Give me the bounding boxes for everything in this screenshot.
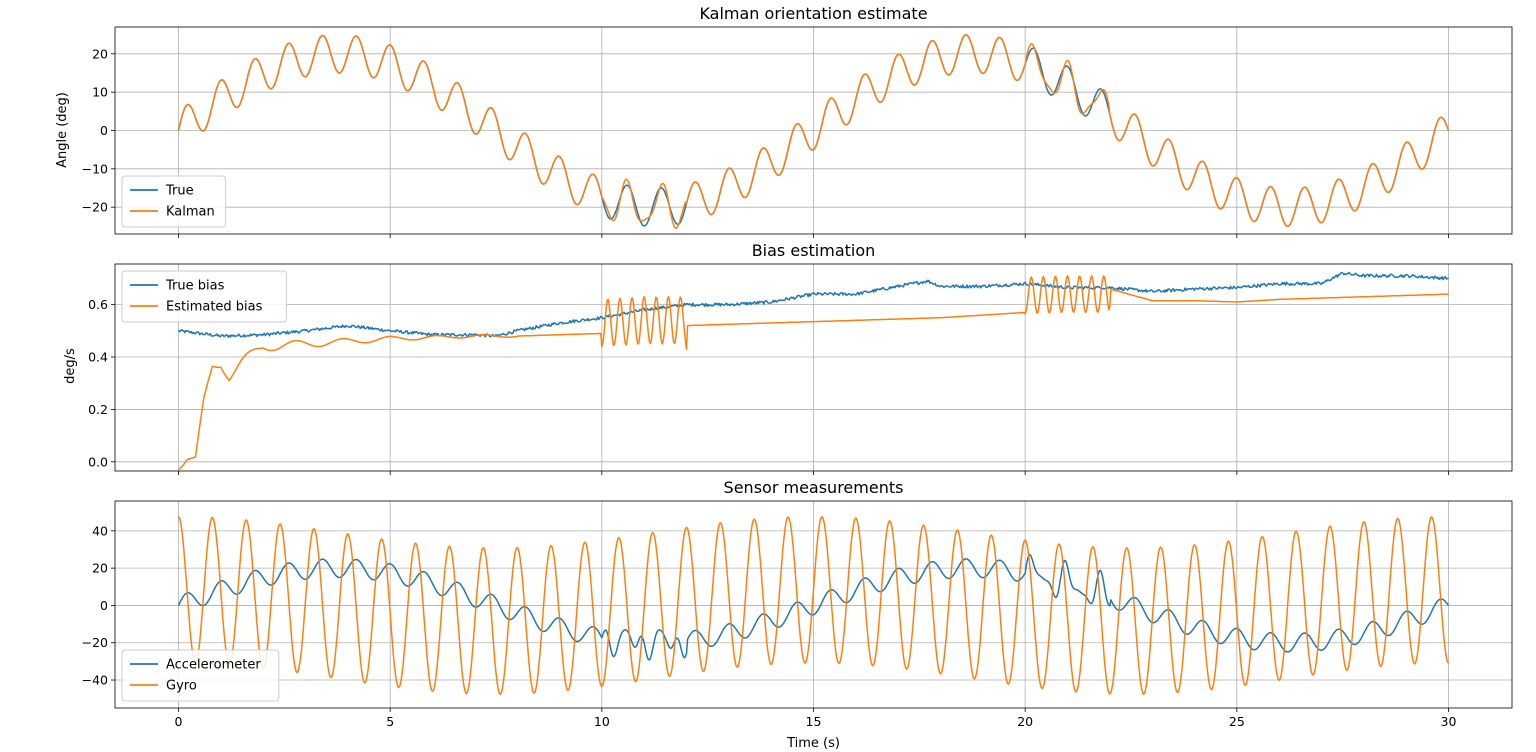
y-tick-label: 0.0 — [88, 454, 108, 469]
x-tick-label: 5 — [386, 714, 394, 729]
x-tick-label: 20 — [1017, 714, 1033, 729]
series-line-accelerometer — [177, 553, 1450, 661]
series-line-kalman — [177, 34, 1450, 229]
y-tick-label: −20 — [82, 200, 108, 215]
panel-kalman-orientation: Kalman orientation estimate Angle (deg) … — [55, 4, 1513, 238]
x-tick-label: 30 — [1441, 714, 1457, 729]
legend-label: Kalman — [166, 205, 215, 220]
y-tick-label: 20 — [92, 561, 108, 576]
legend-box — [121, 175, 227, 228]
chart-title: Kalman orientation estimate — [699, 4, 927, 23]
series-line-estimated-bias — [178, 275, 1449, 471]
y-tick-label: 40 — [92, 523, 108, 538]
chart-title: Sensor measurements — [724, 478, 904, 497]
legend-label: Accelerometer — [166, 658, 261, 673]
legend-label: True bias — [165, 279, 225, 294]
x-tick-label: 0 — [175, 714, 183, 729]
legend: True Kalman — [121, 175, 227, 228]
series-line-true-bias — [177, 271, 1449, 338]
x-tick-label: 25 — [1229, 714, 1245, 729]
legend: True bias Estimated bias — [121, 270, 287, 323]
panel-sensor-measurements: Sensor measurements Time (s) 0 5 10 15 20 25 3… — [82, 478, 1513, 751]
y-axis-label: Angle (deg) — [55, 92, 70, 168]
legend-label: Estimated bias — [166, 300, 263, 315]
y-tick-label: 0.4 — [88, 350, 108, 365]
x-tick-label: 10 — [594, 714, 610, 729]
x-axis-label: Time (s) — [786, 736, 840, 751]
y-tick-label: 10 — [92, 85, 108, 100]
series-line-gyro — [177, 515, 1450, 696]
y-tick-label: −40 — [82, 673, 108, 688]
legend: Accelerometer Gyro — [121, 649, 280, 702]
legend-box — [121, 270, 287, 323]
y-tick-label: 20 — [92, 46, 108, 61]
y-tick-label: −10 — [82, 161, 108, 176]
y-tick-label: 0.6 — [88, 297, 108, 312]
y-axis-label: deg/s — [63, 348, 78, 384]
x-tick-label: 15 — [806, 714, 822, 729]
chart-title: Bias estimation — [752, 241, 876, 260]
legend-label: True — [165, 184, 194, 199]
legend-label: Gyro — [166, 679, 197, 694]
legend-box — [121, 649, 280, 702]
y-tick-label: 0 — [100, 123, 108, 138]
panel-bias-estimation: Bias estimation deg/s 0.0 0.2 0.4 0.6 True b… — [63, 241, 1513, 475]
y-tick-label: 0.2 — [88, 402, 108, 417]
y-tick-label: −20 — [82, 635, 108, 650]
y-tick-label: 0 — [100, 598, 108, 613]
